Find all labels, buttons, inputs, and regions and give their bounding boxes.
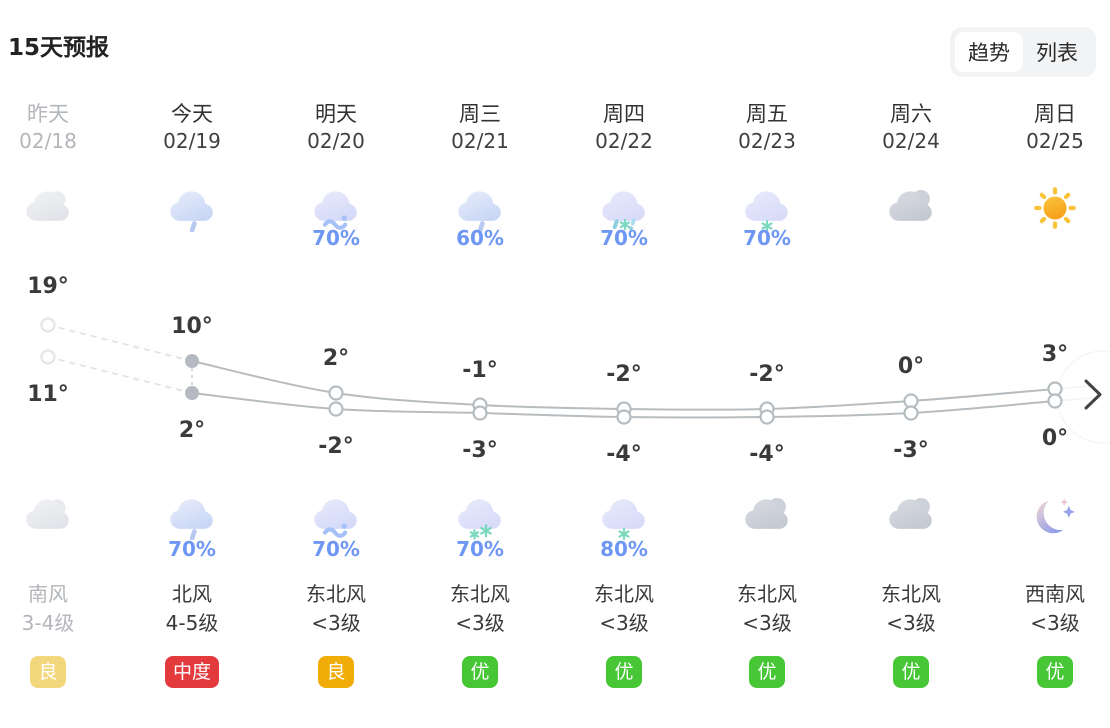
moon-icon bbox=[1031, 492, 1079, 540]
wind-direction: 东北风 bbox=[306, 582, 366, 606]
night-precip-chance: 70% bbox=[456, 537, 504, 561]
wind-level: <3级 bbox=[311, 611, 361, 635]
forecast-column[interactable]: 明天 02/20 70% 70% 东北风 <3级 良 bbox=[266, 0, 406, 728]
aqi-badge-wrap: 优 bbox=[410, 656, 550, 688]
cloud-rain-icon bbox=[456, 184, 504, 233]
tab-list[interactable]: 列表 bbox=[1036, 41, 1078, 65]
day-label: 今天 bbox=[171, 102, 213, 126]
day-date: 02/21 bbox=[451, 129, 509, 153]
forecast-column[interactable]: 周三 02/21 60% 70% 东北风 <3级 优 bbox=[410, 0, 550, 728]
cloud-sleet-icon bbox=[600, 184, 648, 232]
aqi-badge: 良 bbox=[318, 656, 354, 688]
wind-direction: 东北风 bbox=[594, 582, 654, 606]
day-label: 周三 bbox=[459, 102, 501, 126]
aqi-badge-wrap: 良 bbox=[266, 656, 406, 688]
day-date: 02/22 bbox=[595, 129, 653, 153]
wind-direction: 东北风 bbox=[737, 582, 797, 606]
day-date: 02/18 bbox=[19, 129, 77, 153]
wind-direction: 北风 bbox=[172, 582, 212, 606]
cloud-rain-icon bbox=[168, 492, 216, 541]
forecast-column[interactable]: 周四 02/22 70% 80% 东北风 <3级 优 bbox=[554, 0, 694, 728]
aqi-badge-wrap: 优 bbox=[985, 656, 1110, 688]
wind-level: <3级 bbox=[599, 611, 649, 635]
chevron-right-icon bbox=[1084, 379, 1102, 410]
wind-level: 4-5级 bbox=[165, 611, 219, 635]
day-label: 周五 bbox=[746, 102, 788, 126]
wind-level: <3级 bbox=[886, 611, 936, 635]
overcast-icon bbox=[887, 492, 935, 540]
cloud-snow-double-icon bbox=[456, 492, 504, 540]
next-page-button[interactable] bbox=[1074, 375, 1110, 415]
overcast-icon bbox=[743, 492, 791, 540]
cloud-rain-icon bbox=[168, 184, 216, 233]
forecast-column[interactable]: 昨天 02/18 南风 3-4级 良 bbox=[0, 0, 118, 728]
aqi-badge-wrap: 优 bbox=[841, 656, 981, 688]
aqi-badge: 优 bbox=[1037, 656, 1073, 688]
day-precip-chance: 70% bbox=[743, 226, 791, 250]
aqi-badge: 优 bbox=[606, 656, 642, 688]
aqi-badge: 中度 bbox=[164, 656, 219, 688]
cloud-light-icon bbox=[24, 184, 72, 232]
forecast-column[interactable]: 周五 02/23 70% 东北风 <3级 优 bbox=[697, 0, 837, 728]
aqi-badge: 优 bbox=[749, 656, 785, 688]
aqi-badge-wrap: 优 bbox=[697, 656, 837, 688]
aqi-badge: 优 bbox=[462, 656, 498, 688]
wind-direction: 东北风 bbox=[450, 582, 510, 606]
wind-direction: 西南风 bbox=[1025, 582, 1085, 606]
day-precip-chance: 70% bbox=[600, 226, 648, 250]
cloud-snow-icon bbox=[600, 492, 648, 541]
day-date: 02/19 bbox=[163, 129, 221, 153]
day-label: 明天 bbox=[315, 102, 357, 126]
day-date: 02/24 bbox=[882, 129, 940, 153]
night-precip-chance: 70% bbox=[312, 537, 360, 561]
wind-direction: 东北风 bbox=[881, 582, 941, 606]
wind-level: <3级 bbox=[742, 611, 792, 635]
forecast-column[interactable]: 今天 02/19 70% 北风 4-5级 中度 bbox=[122, 0, 262, 728]
day-label: 周六 bbox=[890, 102, 932, 126]
aqi-badge: 优 bbox=[893, 656, 929, 688]
day-date: 02/25 bbox=[1026, 129, 1084, 153]
cloud-freezing-rain-icon bbox=[312, 184, 360, 232]
aqi-badge-wrap: 良 bbox=[0, 656, 118, 688]
forecast-column[interactable]: 周六 02/24 东北风 <3级 优 bbox=[841, 0, 981, 728]
page-title: 15天预报 bbox=[8, 35, 110, 61]
forecast-column[interactable]: 周日 02/25 西南风 <3级 优 bbox=[985, 0, 1110, 728]
day-date: 02/20 bbox=[307, 129, 365, 153]
cloud-snow-icon bbox=[743, 184, 791, 233]
day-label: 周四 bbox=[603, 102, 645, 126]
cloud-freezing-rain-icon bbox=[312, 492, 360, 540]
tab-trend[interactable]: 趋势 bbox=[955, 32, 1023, 72]
wind-level: 3-4级 bbox=[21, 611, 75, 635]
aqi-badge-wrap: 中度 bbox=[122, 656, 262, 688]
aqi-badge-wrap: 优 bbox=[554, 656, 694, 688]
wind-level: <3级 bbox=[1030, 611, 1080, 635]
wind-level: <3级 bbox=[455, 611, 505, 635]
day-precip-chance: 70% bbox=[312, 226, 360, 250]
night-precip-chance: 70% bbox=[168, 537, 216, 561]
overcast-icon bbox=[887, 184, 935, 232]
day-label: 昨天 bbox=[27, 102, 69, 126]
day-precip-chance: 60% bbox=[456, 226, 504, 250]
aqi-badge: 良 bbox=[30, 656, 66, 688]
day-date: 02/23 bbox=[738, 129, 796, 153]
wind-direction: 南风 bbox=[28, 582, 68, 606]
view-toggle: 趋势 列表 bbox=[950, 27, 1096, 77]
night-precip-chance: 80% bbox=[600, 537, 648, 561]
day-label: 周日 bbox=[1034, 102, 1076, 126]
cloud-light-icon bbox=[24, 492, 72, 540]
sun-icon bbox=[1031, 184, 1079, 232]
